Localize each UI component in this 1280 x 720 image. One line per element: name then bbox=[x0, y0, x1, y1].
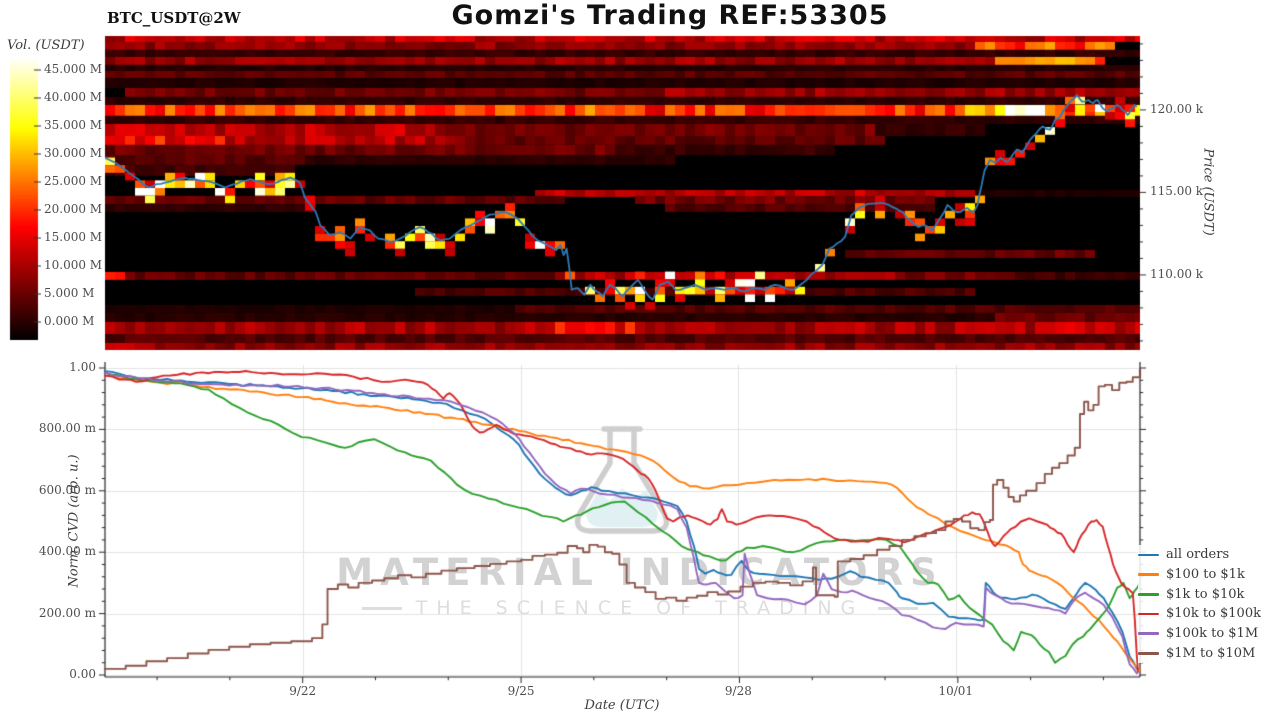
legend: all orders $100 to $1k $1k to $10k $10k to … bbox=[1138, 545, 1261, 664]
price-axis-tick-label: 115.00 k bbox=[1150, 184, 1204, 199]
legend-label: $100 to $1k bbox=[1166, 567, 1245, 583]
legend-label: $100k to $1M bbox=[1166, 626, 1259, 642]
page-title: Gomzi's Trading REF:53305 bbox=[451, 0, 889, 31]
price-axis-tick-label: 120.00 k bbox=[1150, 101, 1204, 116]
legend-line-swatch bbox=[1138, 632, 1159, 635]
cvd-x-axis-label: Date (UTC) bbox=[584, 698, 660, 713]
colorbar-tick-label: 5.000 M bbox=[44, 286, 95, 300]
legend-item: $10k to $100k bbox=[1138, 604, 1261, 624]
cvd-y-axis-label: Norm. CVD (arb. u.) bbox=[66, 454, 82, 588]
cvd-y-tick-label: 600.00 m bbox=[38, 482, 96, 497]
cvd-y-tick-label: 400.00 m bbox=[38, 544, 96, 559]
cvd-y-tick-label: 200.00 m bbox=[38, 605, 96, 620]
cvd-y-tick-label: 800.00 m bbox=[38, 421, 96, 436]
cvd-x-tick-label: 9/28 bbox=[724, 684, 752, 698]
cvd-y-tick-label: 1.00 bbox=[69, 360, 96, 374]
colorbar-label: Vol. (USDT) bbox=[7, 38, 85, 53]
cvd-x-tick-label: 10/01 bbox=[938, 684, 974, 698]
colorbar-tick-label: 15.000 M bbox=[44, 230, 103, 244]
price-axis-tick-label: 110.00 k bbox=[1150, 266, 1204, 281]
colorbar-tick-label: 40.000 M bbox=[44, 90, 103, 104]
legend-item: $100k to $1M bbox=[1138, 624, 1261, 644]
colorbar-tick-label: 20.000 M bbox=[44, 202, 103, 216]
colorbar-tick-label: 45.000 M bbox=[44, 62, 103, 76]
legend-item: $1k to $10k bbox=[1138, 584, 1261, 604]
legend-line-swatch bbox=[1138, 651, 1159, 655]
legend-line-swatch bbox=[1138, 573, 1159, 576]
cvd-y-tick-label: 0.00 bbox=[69, 667, 96, 681]
colorbar-tick-label: 10.000 M bbox=[44, 258, 103, 272]
legend-line-swatch bbox=[1138, 592, 1159, 596]
legend-item: $1M to $10M bbox=[1138, 643, 1261, 663]
legend-item: $100 to $1k bbox=[1138, 565, 1261, 585]
legend-label: $1M to $10M bbox=[1166, 645, 1256, 661]
colorbar-tick-label: 35.000 M bbox=[44, 118, 103, 132]
legend-line-swatch bbox=[1138, 553, 1159, 557]
symbol-title: BTC_USDT@2W bbox=[107, 9, 241, 27]
legend-label: $1k to $10k bbox=[1166, 586, 1245, 602]
cvd-x-tick-label: 9/25 bbox=[507, 684, 535, 698]
colorbar-tick-label: 0.000 M bbox=[44, 314, 95, 328]
cvd-x-tick-label: 9/22 bbox=[289, 684, 317, 698]
colorbar-tick-label: 30.000 M bbox=[44, 146, 103, 160]
legend-label: $10k to $100k bbox=[1166, 606, 1261, 622]
legend-line-swatch bbox=[1138, 612, 1159, 616]
legend-label: all orders bbox=[1166, 547, 1230, 563]
colorbar-tick-label: 25.000 M bbox=[44, 174, 103, 188]
legend-item: all orders bbox=[1138, 545, 1261, 565]
